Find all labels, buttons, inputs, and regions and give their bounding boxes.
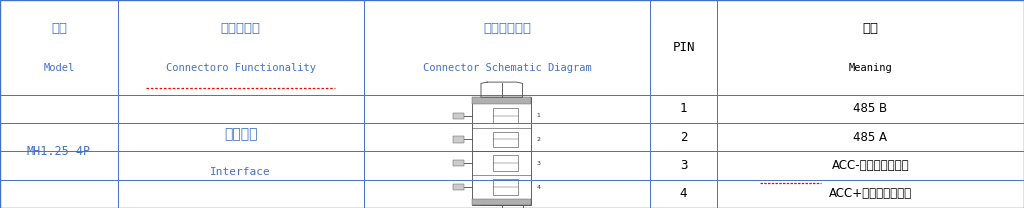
Bar (472, 97, 531, 104)
Text: PIN: PIN (673, 41, 694, 54)
Text: 2: 2 (680, 131, 687, 144)
Text: 含义: 含义 (862, 22, 879, 35)
Text: 1: 1 (680, 102, 687, 115)
Text: 3: 3 (680, 159, 687, 172)
Text: ACC+（激活信号正）: ACC+（激活信号正） (828, 187, 912, 200)
Text: Model: Model (43, 63, 75, 73)
Bar (453, 184, 464, 190)
Text: 2: 2 (537, 137, 541, 142)
Text: 接插件示意图: 接插件示意图 (483, 22, 530, 35)
Text: 1: 1 (537, 113, 541, 118)
Text: Meaning: Meaning (849, 63, 892, 73)
Text: 485 B: 485 B (853, 102, 888, 115)
Bar (493, 156, 518, 171)
Bar (472, 199, 531, 206)
Text: MH1.25-4P: MH1.25-4P (27, 145, 91, 158)
Bar (472, 97, 531, 206)
Text: Connector Schematic Diagram: Connector Schematic Diagram (423, 63, 591, 73)
Text: 接插件功能: 接插件功能 (220, 22, 261, 35)
Text: 485 A: 485 A (853, 131, 888, 144)
Bar (493, 108, 518, 123)
Text: 4: 4 (680, 187, 687, 200)
Bar (453, 136, 464, 142)
Text: 通讯接口: 通讯接口 (224, 128, 257, 142)
Text: Connectoro Functionality: Connectoro Functionality (166, 63, 315, 73)
Text: ACC-（激活信号负）: ACC-（激活信号负） (831, 159, 909, 172)
Bar (493, 132, 518, 147)
Bar (493, 179, 518, 195)
Text: 3: 3 (537, 161, 541, 166)
Text: 4: 4 (537, 184, 541, 189)
Bar (453, 113, 464, 119)
Text: 型号: 型号 (51, 22, 67, 35)
Bar (453, 160, 464, 166)
Text: Interface: Interface (210, 167, 271, 177)
